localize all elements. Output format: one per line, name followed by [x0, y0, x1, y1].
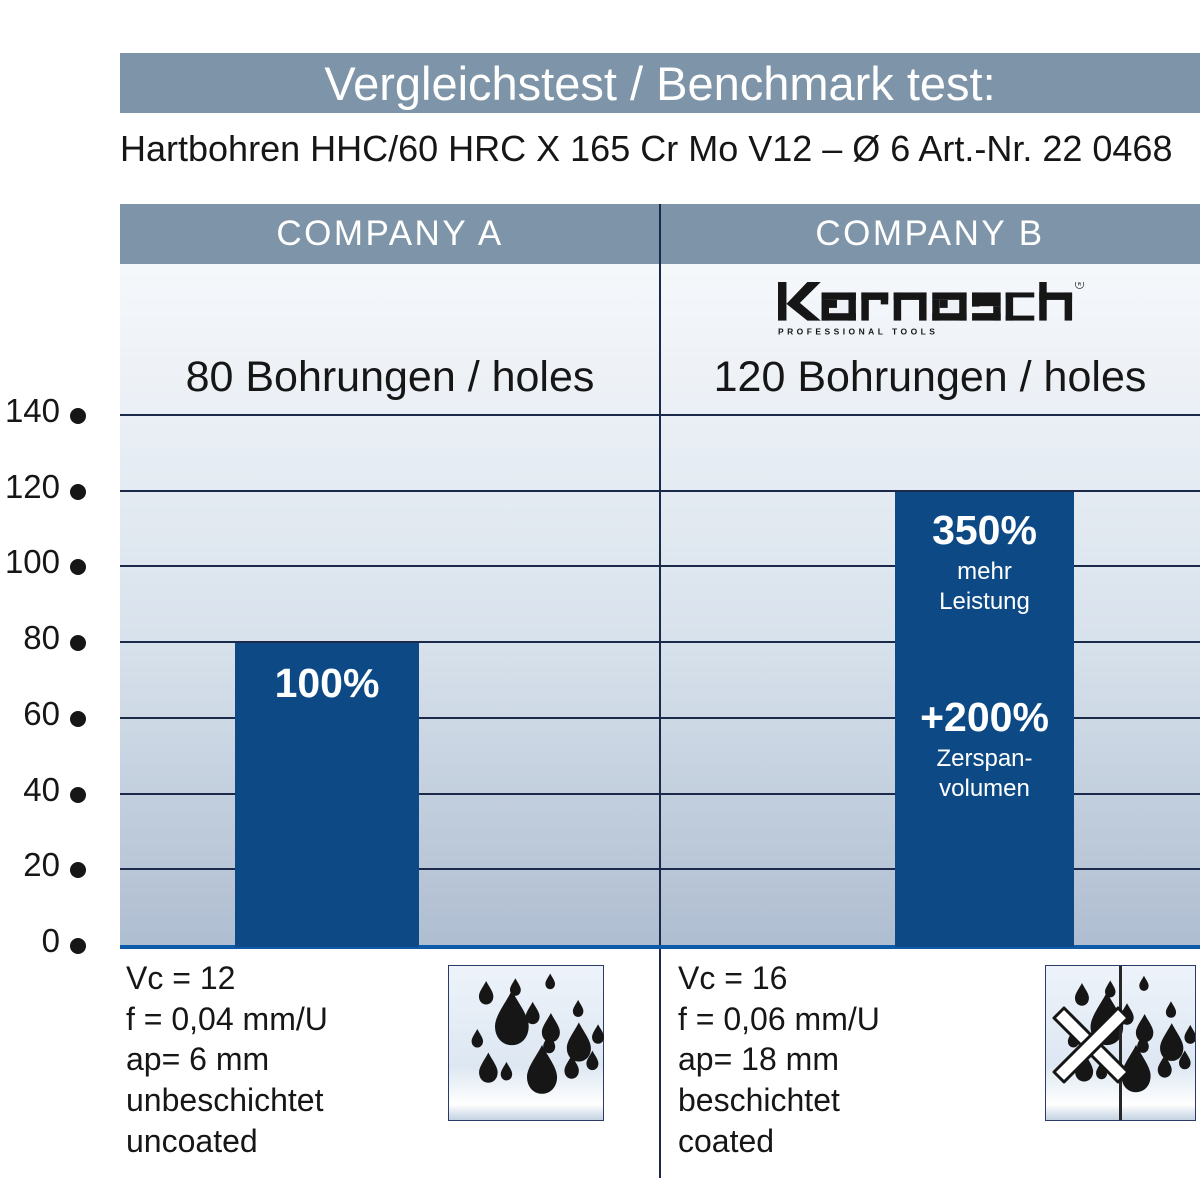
svg-text:PROFESSIONAL TOOLS: PROFESSIONAL TOOLS: [778, 327, 938, 337]
svg-text:R: R: [1078, 282, 1081, 287]
